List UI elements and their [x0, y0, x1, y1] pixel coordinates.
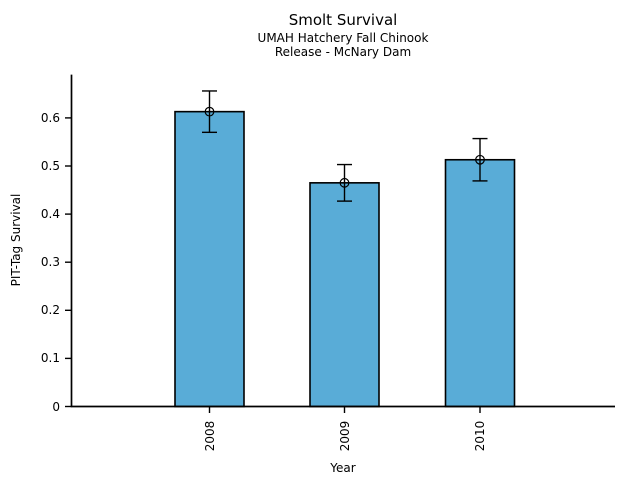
mean-marker: [475, 154, 485, 165]
chart-subtitle-line2: Release - McNary Dam: [274, 45, 412, 59]
x-tick-label: 2009: [337, 420, 352, 452]
chart-subtitle-line1: UMAH Hatchery Fall Chinook: [257, 31, 429, 45]
y-tick-label: 0.6: [40, 110, 60, 125]
chart-title: Smolt Survival: [288, 11, 398, 29]
x-tick-label: 2008: [202, 420, 217, 452]
mean-marker: [204, 106, 215, 117]
mean-marker: [339, 177, 350, 188]
x-tick-label: 2010: [473, 420, 487, 452]
bar-2009: [309, 182, 380, 408]
y-tick-label: 0.2: [40, 303, 60, 318]
y-tick-label: 0.4: [40, 207, 60, 222]
bar-2010: [444, 158, 516, 408]
y-tick-label: 0.5: [40, 159, 60, 173]
x-axis-label: Year: [330, 461, 356, 475]
y-tick-label: 0: [52, 399, 60, 414]
y-tick-label: 0.3: [40, 255, 60, 270]
y-tick-label: 0.1: [40, 351, 60, 366]
bar-2008: [174, 110, 245, 408]
